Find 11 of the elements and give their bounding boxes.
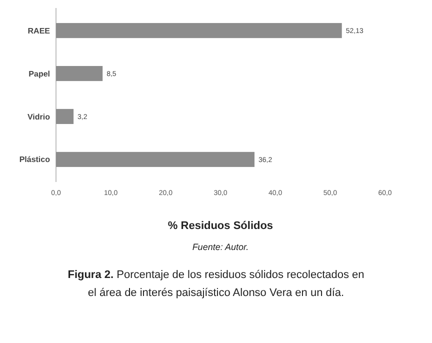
source-note: Fuente: Autor.	[192, 242, 249, 252]
x-axis-title: % Residuos Sólidos	[168, 220, 274, 232]
y-tick-label: Vidrio	[27, 112, 50, 122]
bar	[56, 108, 74, 124]
bar	[56, 66, 103, 82]
y-tick-label: RAEE	[28, 26, 51, 36]
bar	[56, 23, 342, 38]
text: Figura 2. Porcentaje de los residuos sólidos recolectados en el área de interés paisajístico Alonso Vera en un día.	[68, 269, 364, 299]
y-tick-label: Papel	[28, 69, 50, 78]
bar	[56, 152, 254, 167]
y-tick-label: Plástico	[19, 155, 50, 164]
